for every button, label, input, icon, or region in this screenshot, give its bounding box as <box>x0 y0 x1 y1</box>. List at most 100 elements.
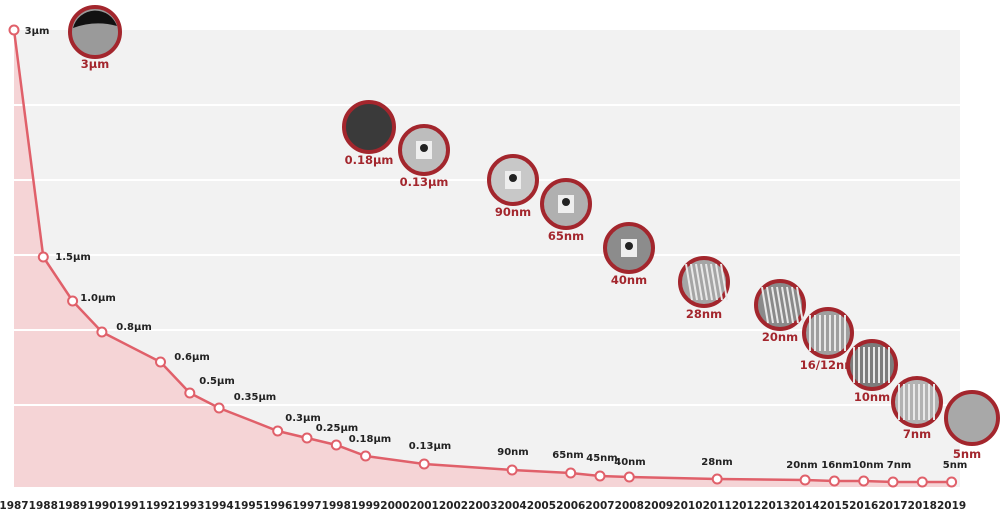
x-tick-label: 2001 <box>410 500 439 512</box>
x-tick-label: 1996 <box>263 500 292 512</box>
x-tick-label: 2014 <box>790 500 819 512</box>
node-image-label: 16/12nm <box>800 358 856 372</box>
node-image-fin <box>720 263 728 301</box>
node-image-fin <box>695 263 703 301</box>
data-point <box>8 24 20 36</box>
data-point <box>330 439 342 451</box>
node-image-fin <box>690 263 698 301</box>
x-tick-label: 2015 <box>820 500 849 512</box>
node-image-fin <box>766 286 774 324</box>
node-image-label: 0.13µm <box>400 175 449 189</box>
data-point <box>301 432 313 444</box>
point-label: 1.5µm <box>55 252 91 263</box>
node-image-fin <box>791 286 799 324</box>
point-label: 0.6µm <box>174 352 210 363</box>
x-tick-label: 2002 <box>439 500 468 512</box>
x-tick-label: 2005 <box>527 500 556 512</box>
data-point <box>946 476 958 488</box>
x-tick-label: 1988 <box>29 500 58 512</box>
x-tick-label: 1993 <box>175 500 204 512</box>
data-point <box>155 356 166 368</box>
node-image-label: 5nm <box>953 447 981 461</box>
data-point <box>213 402 225 414</box>
node-image-label: 28nm <box>686 307 722 321</box>
x-tick-label: 2011 <box>703 500 732 512</box>
point-label: 45nm <box>586 453 617 464</box>
x-tick-label: 1987 <box>0 500 29 512</box>
x-tick-label: 1989 <box>58 500 87 512</box>
x-tick-label: 2006 <box>556 500 585 512</box>
node-image-label: 10nm <box>854 390 890 404</box>
x-tick-label: 2019 <box>937 500 966 512</box>
x-tick-label: 1997 <box>292 500 321 512</box>
point-label: 65nm <box>552 450 583 461</box>
data-point <box>360 450 372 462</box>
point-label: 5nm <box>943 460 968 471</box>
node-image-fin <box>776 286 784 324</box>
node-image-label: 0.18µm <box>345 153 394 167</box>
data-point <box>594 470 606 482</box>
point-label: 0.13µm <box>409 441 451 452</box>
x-tick-label: 1990 <box>87 500 116 512</box>
data-point <box>67 295 79 307</box>
node-image-fin <box>710 263 718 301</box>
point-label: 0.8µm <box>116 322 152 333</box>
node-image-gate <box>420 144 428 152</box>
x-tick-label: 1998 <box>322 500 351 512</box>
point-label: 10nm <box>852 460 883 471</box>
x-tick-label: 2004 <box>497 500 526 512</box>
point-label: 1.0µm <box>80 293 116 304</box>
node-image-label: 40nm <box>611 273 647 287</box>
x-tick-label: 1999 <box>351 500 380 512</box>
data-point <box>858 475 870 487</box>
node-image-label: 7nm <box>903 427 931 441</box>
point-label: 3µm <box>25 26 50 37</box>
node-image-fin <box>796 286 804 324</box>
node-image-fin <box>715 263 723 301</box>
data-point <box>623 471 635 483</box>
data-point <box>184 387 196 399</box>
data-point <box>799 474 811 486</box>
node-image-label: 20nm <box>762 330 798 344</box>
x-tick-label: 2007 <box>585 500 614 512</box>
data-point <box>916 476 928 488</box>
x-tick-label: 2010 <box>673 500 702 512</box>
point-label: 0.5µm <box>199 376 235 387</box>
data-point <box>506 464 518 476</box>
point-label: 90nm <box>497 447 528 458</box>
node-image-fin <box>685 263 693 301</box>
data-point <box>887 476 899 488</box>
point-label: 0.18µm <box>349 434 391 445</box>
node-image-label: 90nm <box>495 205 531 219</box>
point-label: 28nm <box>701 457 732 468</box>
node-image-circle <box>944 390 1000 446</box>
node-image-label: 3µm <box>81 57 109 71</box>
node-image-circle <box>342 100 396 154</box>
point-label: 16nm <box>821 460 852 471</box>
area-fill <box>14 30 952 487</box>
node-image-fin <box>761 286 769 324</box>
point-label: 20nm <box>786 460 817 471</box>
node-image-fin <box>771 286 779 324</box>
data-point <box>828 475 840 487</box>
data-point <box>37 251 49 263</box>
node-image-fin <box>700 263 708 301</box>
data-point <box>96 326 108 338</box>
point-label: 7nm <box>887 460 912 471</box>
x-tick-label: 1992 <box>146 500 175 512</box>
point-label: 0.25µm <box>316 423 358 434</box>
x-tick-label: 2012 <box>732 500 761 512</box>
x-tick-label: 2013 <box>761 500 790 512</box>
x-tick-label: 2008 <box>615 500 644 512</box>
x-tick-label: 1994 <box>204 500 233 512</box>
data-point <box>272 425 284 437</box>
data-point <box>565 467 577 479</box>
x-tick-label: 2003 <box>468 500 497 512</box>
x-tick-label: 1991 <box>117 500 146 512</box>
node-image-gate <box>625 242 633 250</box>
data-point <box>711 473 723 485</box>
node-image-label: 65nm <box>548 229 584 243</box>
x-tick-label: 2017 <box>878 500 907 512</box>
x-tick-label: 2000 <box>380 500 409 512</box>
